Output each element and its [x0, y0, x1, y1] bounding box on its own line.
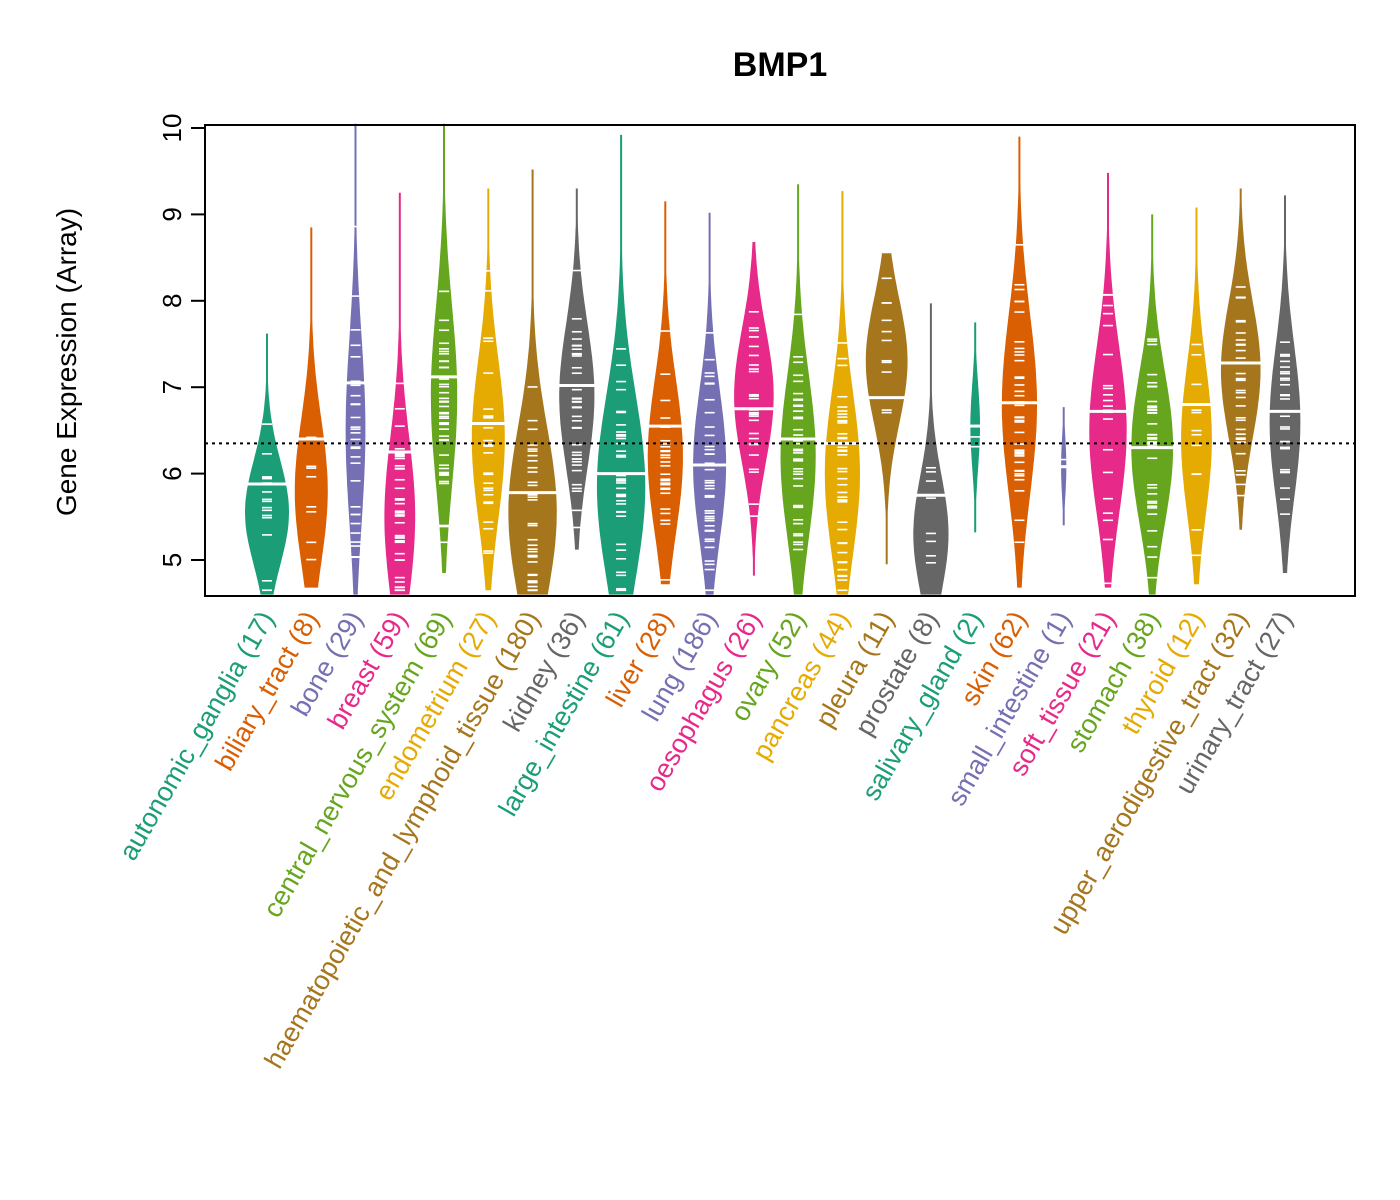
violins-layer: [245, 123, 1303, 597]
violin-body: [1131, 214, 1174, 595]
violin-urinary-tract: [1267, 195, 1303, 597]
violin-skin: [999, 136, 1040, 597]
violin-kidney: [557, 188, 597, 597]
violin-body: [508, 169, 557, 595]
y-axis-label: Gene Expression (Array): [51, 208, 82, 516]
violin-prostate: [913, 303, 949, 597]
violin-body: [780, 184, 816, 595]
violin-salivary-gland: [968, 322, 983, 597]
violin-body: [471, 188, 505, 591]
violin-body: [1220, 188, 1261, 530]
violin-lung: [691, 212, 729, 597]
violin-upper-aerodigestive-tract: [1219, 188, 1263, 597]
violin-autonomic-ganglia: [245, 333, 289, 597]
violin-large-intestine: [595, 134, 648, 597]
violin-body: [693, 212, 727, 595]
violin-body: [345, 123, 366, 595]
violin-ovary: [778, 184, 818, 597]
violin-body: [865, 253, 908, 565]
violin-breast: [384, 192, 416, 597]
violin-body: [1181, 207, 1212, 585]
violin-body: [647, 201, 683, 585]
violin-body: [559, 188, 595, 550]
violin-biliary-tract: [294, 227, 328, 597]
violin-body: [1001, 136, 1037, 588]
x-axis-labels: autonomic_ganglia (17)biliary_tract (8)b…: [113, 606, 1298, 1073]
violin-body: [384, 192, 416, 595]
violin-thyroid: [1180, 207, 1213, 597]
y-tick-label: 9: [157, 207, 187, 221]
y-tick-label: 6: [157, 466, 187, 480]
plot-frame: [204, 124, 1356, 597]
y-tick-label: 8: [157, 294, 187, 308]
violin-pleura: [865, 253, 908, 597]
violin-bone: [344, 123, 367, 597]
y-tick-label: 10: [157, 114, 187, 143]
y-axis: 5 6 7 8 9 10: [157, 114, 205, 567]
violin-body: [294, 227, 328, 588]
y-tick-label: 7: [157, 380, 187, 394]
violin-central-nervous-system: [429, 123, 459, 597]
violin-body: [824, 191, 860, 595]
violin-liver: [647, 201, 684, 597]
violin-soft-tissue: [1087, 172, 1129, 597]
violin-body: [245, 333, 289, 595]
violin-pancreas: [823, 191, 861, 597]
violin-body: [1089, 172, 1127, 588]
violin-haematopoietic-and-lymphoid-tissue: [507, 169, 559, 597]
violin-body: [913, 303, 949, 595]
violin-small-intestine: [1057, 407, 1070, 597]
y-tick-label: 5: [157, 553, 187, 567]
chart-title: BMP1: [733, 46, 827, 84]
violin-oesophagus: [732, 242, 776, 597]
violin-stomach: [1129, 214, 1176, 597]
violin-endometrium: [470, 188, 507, 597]
